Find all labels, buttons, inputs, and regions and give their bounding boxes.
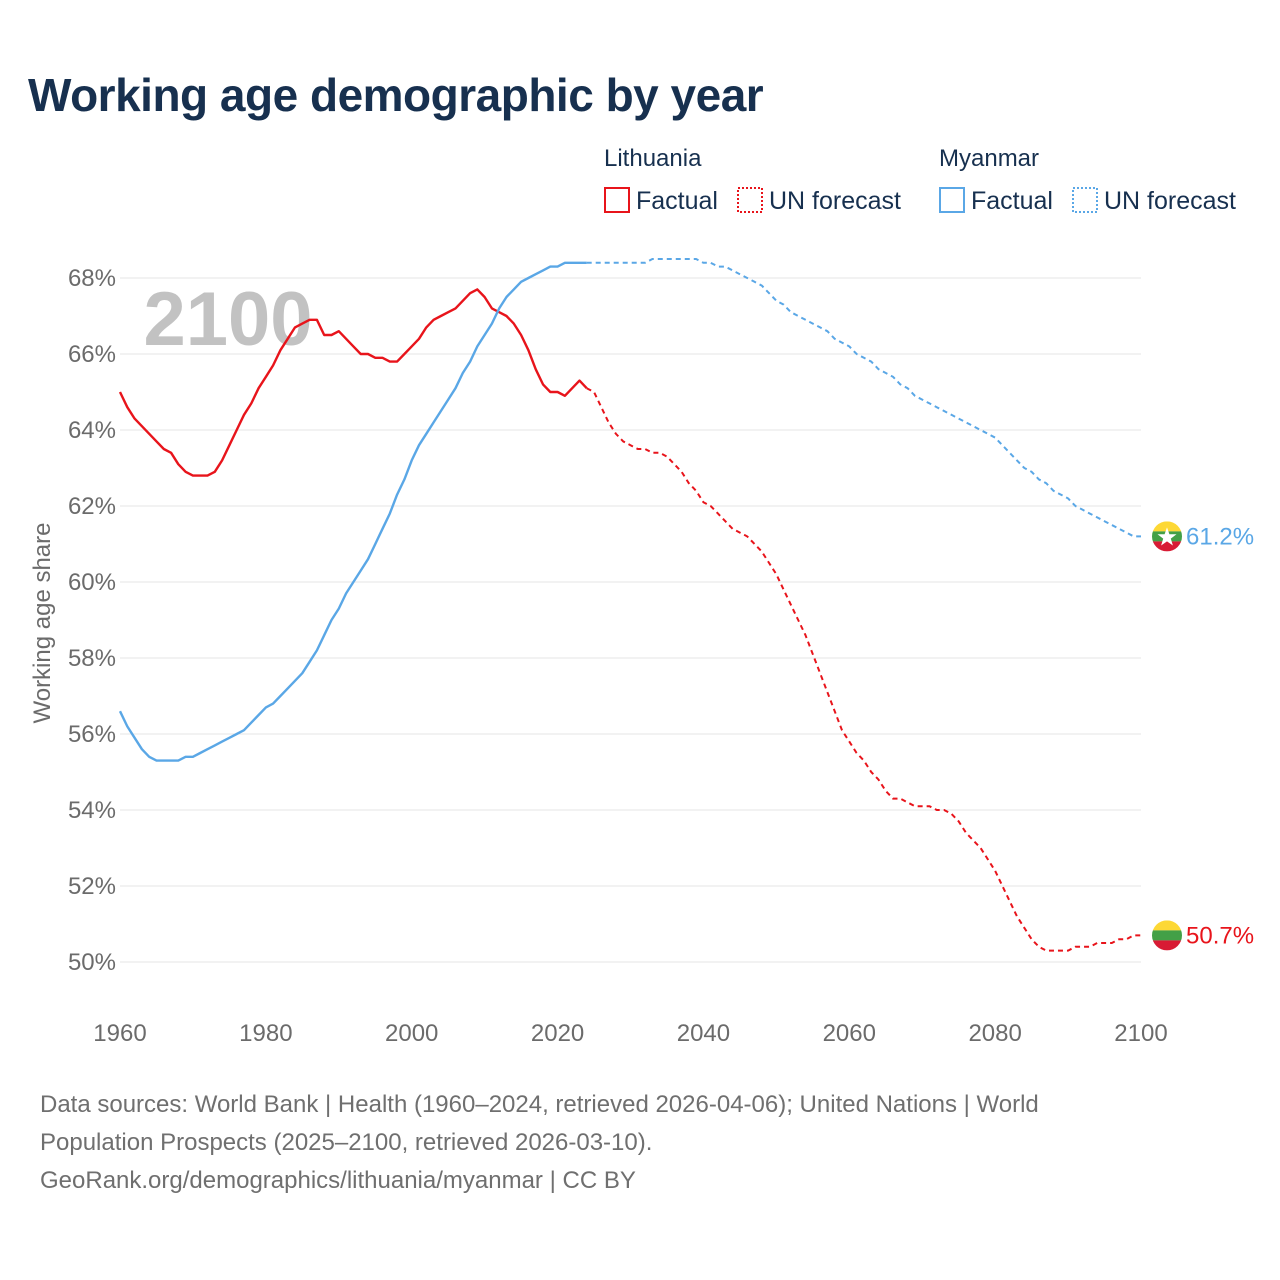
series-line-lithuania-forecast (586, 387, 1141, 952)
x-tick-label-2080: 2080 (968, 1020, 1021, 1047)
lithuania-flag-icon (1152, 920, 1182, 951)
end-markers: 50.7% 61.2% (1152, 521, 1254, 951)
series-line-myanmar-factual (118, 261, 587, 762)
end-value-label-lithuania: 50.7% (1186, 922, 1254, 949)
legend-label-factual-lithuania: Factual (636, 187, 718, 215)
year-watermark: 2100 (143, 277, 312, 362)
x-tick-label-2020: 2020 (531, 1020, 584, 1047)
legend-label-forecast-lithuania: UN forecast (769, 187, 901, 215)
series-lines (118, 258, 1141, 952)
source-line-1: Data sources: World Bank | Health (1960–… (40, 1091, 1039, 1118)
end-value-label-myanmar: 61.2% (1186, 523, 1254, 550)
series-line-lithuania-factual (118, 288, 588, 477)
legend-swatch-forecast-lithuania (737, 187, 763, 213)
source-note: Data sources: World Bank | Health (1960–… (40, 1086, 1200, 1200)
x-tick-label-2060: 2060 (823, 1020, 876, 1047)
x-tick-label-2000: 2000 (385, 1020, 438, 1047)
y-tick-label-68: 68% (68, 265, 116, 292)
legend-label-factual-myanmar: Factual (971, 187, 1053, 215)
myanmar-flag-icon (1152, 521, 1182, 552)
legend-swatch-factual-lithuania (604, 187, 630, 213)
y-tick-label-64: 64% (68, 417, 116, 444)
legend-group-lithuania: Lithuania (604, 145, 702, 172)
y-axis-ticks: 50% 52% 54% 56% 58% 60% 62% 64% 66% 68% (68, 265, 116, 976)
legend-swatch-forecast-myanmar (1072, 187, 1098, 213)
y-tick-label-58: 58% (68, 645, 116, 672)
series-line-myanmar-forecast (586, 258, 1141, 538)
source-line-3: GeoRank.org/demographics/lithuania/myanm… (40, 1167, 636, 1194)
gridlines (120, 277, 1141, 963)
x-axis-ticks: 1960 1980 2000 2020 2040 2060 2080 2100 (93, 1020, 1167, 1047)
x-tick-label-2040: 2040 (677, 1020, 730, 1047)
legend: Lithuania Factual UN forecast Myanmar Factua… (604, 145, 1236, 215)
y-tick-label-60: 60% (68, 569, 116, 596)
y-tick-label-54: 54% (68, 797, 116, 824)
y-tick-label-56: 56% (68, 721, 116, 748)
source-line-2: Population Prospects (2025–2100, retriev… (40, 1129, 653, 1156)
legend-group-myanmar: Myanmar (939, 145, 1039, 172)
legend-label-forecast-myanmar: UN forecast (1104, 187, 1236, 215)
y-tick-label-66: 66% (68, 341, 116, 368)
legend-swatch-factual-myanmar (939, 187, 965, 213)
line-chart: Lithuania Factual UN forecast Myanmar Factua… (29, 145, 1254, 1047)
y-tick-label-52: 52% (68, 873, 116, 900)
x-tick-label-2100: 2100 (1114, 1020, 1167, 1047)
x-tick-label-1980: 1980 (239, 1020, 292, 1047)
y-tick-label-62: 62% (68, 493, 116, 520)
y-axis-label: Working age share (29, 523, 56, 724)
x-tick-label-1960: 1960 (93, 1020, 146, 1047)
chart-title: Working age demographic by year (28, 69, 764, 121)
y-tick-label-50: 50% (68, 949, 116, 976)
